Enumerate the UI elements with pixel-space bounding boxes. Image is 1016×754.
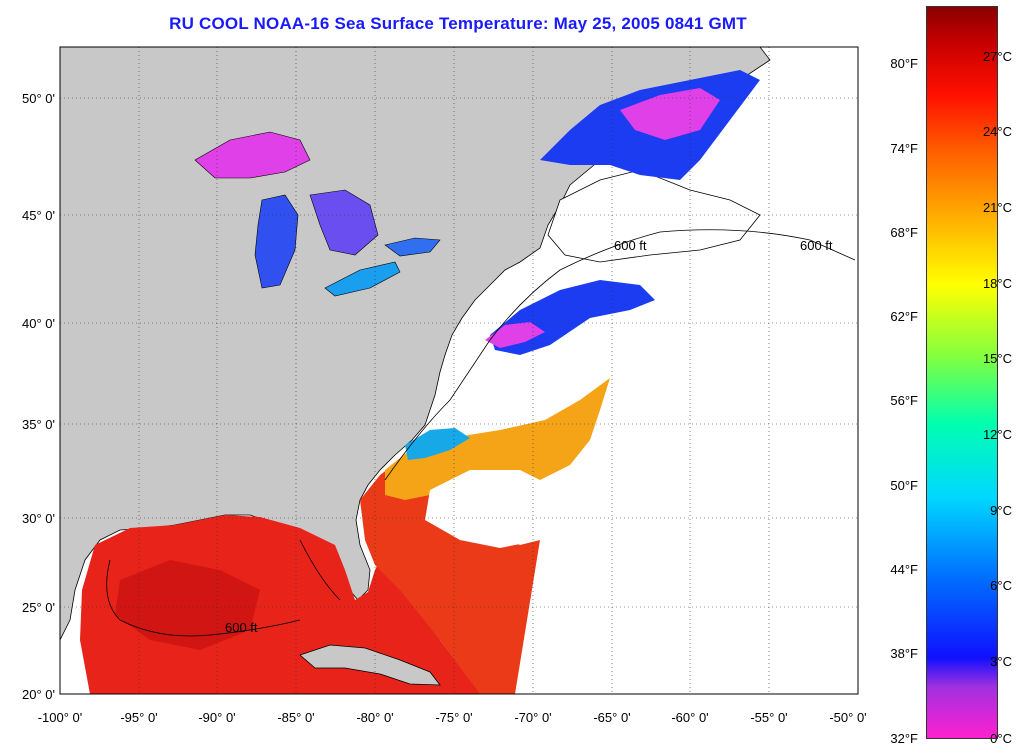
isobath-contour <box>106 539 341 637</box>
gulf-of-mexico-sst <box>80 515 490 694</box>
lat-tick: 35° 0' <box>22 417 55 432</box>
map-border <box>59 46 859 695</box>
lon-tick: -60° 0' <box>671 710 708 725</box>
land-cuba <box>299 644 441 686</box>
lat-tick: 25° 0' <box>22 600 55 615</box>
lon-tick: -55° 0' <box>750 710 787 725</box>
contour-label: 600 ft <box>800 238 833 253</box>
shelf-very-cold-sst <box>485 322 545 348</box>
lon-tick: -50° 0' <box>829 710 866 725</box>
isobath-contour-atlantic <box>384 229 856 481</box>
lat-axis: 50° 0' 45° 0' 40° 0' 35° 0' 30° 0' 25° 0… <box>22 91 55 702</box>
colorbar-f-label: 44°F <box>890 562 918 577</box>
lake-ontario <box>384 237 441 257</box>
colorbar-f-label: 74°F <box>890 141 918 156</box>
colorbar-f-label: 32°F <box>890 731 918 746</box>
lon-tick: -75° 0' <box>435 710 472 725</box>
contour-label: 600 ft <box>225 620 258 635</box>
lat-tick: 50° 0' <box>22 91 55 106</box>
colorbar-celsius-labels: 27°C 24°C 21°C 18°C 15°C 12°C 9°C 6°C 3°… <box>983 49 1012 746</box>
lon-tick: -85° 0' <box>277 710 314 725</box>
lat-tick: 40° 0' <box>22 316 55 331</box>
colorbar-c-label: 9°C <box>990 503 1012 518</box>
lat-tick: 30° 0' <box>22 511 55 526</box>
atlantic-sst-warm <box>360 460 540 694</box>
colorbar-gradient <box>927 7 997 738</box>
colorbar-c-label: 0°C <box>990 731 1012 746</box>
lon-tick: -95° 0' <box>120 710 157 725</box>
colorbar-c-label: 6°C <box>990 578 1012 593</box>
lon-tick: -80° 0' <box>356 710 393 725</box>
lon-tick: -100° 0' <box>38 710 83 725</box>
colorbar-f-label: 62°F <box>890 309 918 324</box>
lon-tick: -65° 0' <box>593 710 630 725</box>
lat-tick: 45° 0' <box>22 208 55 223</box>
gulf-dark-patch <box>115 560 260 650</box>
lon-tick: -90° 0' <box>198 710 235 725</box>
lake-erie <box>324 261 401 297</box>
colorbar-f-label: 68°F <box>890 225 918 240</box>
coastal-cool-sst <box>405 428 470 460</box>
cloud-cover <box>425 470 550 548</box>
graticule <box>60 47 858 694</box>
st-lawrence-cold <box>620 88 720 140</box>
colorbar-c-label: 3°C <box>990 654 1012 669</box>
chart-title: RU COOL NOAA-16 Sea Surface Temperature:… <box>169 14 747 33</box>
lon-axis: -100° 0' -95° 0' -90° 0' -85° 0' -80° 0'… <box>38 710 867 725</box>
lake-superior <box>194 131 311 179</box>
lon-tick: -70° 0' <box>514 710 551 725</box>
colorbar-f-label: 56°F <box>890 393 918 408</box>
contour-label: 600 ft <box>614 238 647 253</box>
colorbar <box>926 6 998 739</box>
colorbar-f-label: 38°F <box>890 646 918 661</box>
gulf-stream-sst <box>385 378 610 500</box>
colorbar-f-label: 50°F <box>890 478 918 493</box>
colorbar-fahrenheit-labels: 80°F 74°F 68°F 62°F 56°F 50°F 44°F 38°F … <box>890 56 918 746</box>
lat-tick: 20° 0' <box>22 687 55 702</box>
lake-michigan <box>254 194 299 289</box>
lake-huron <box>309 189 379 256</box>
colorbar-f-label: 80°F <box>890 56 918 71</box>
